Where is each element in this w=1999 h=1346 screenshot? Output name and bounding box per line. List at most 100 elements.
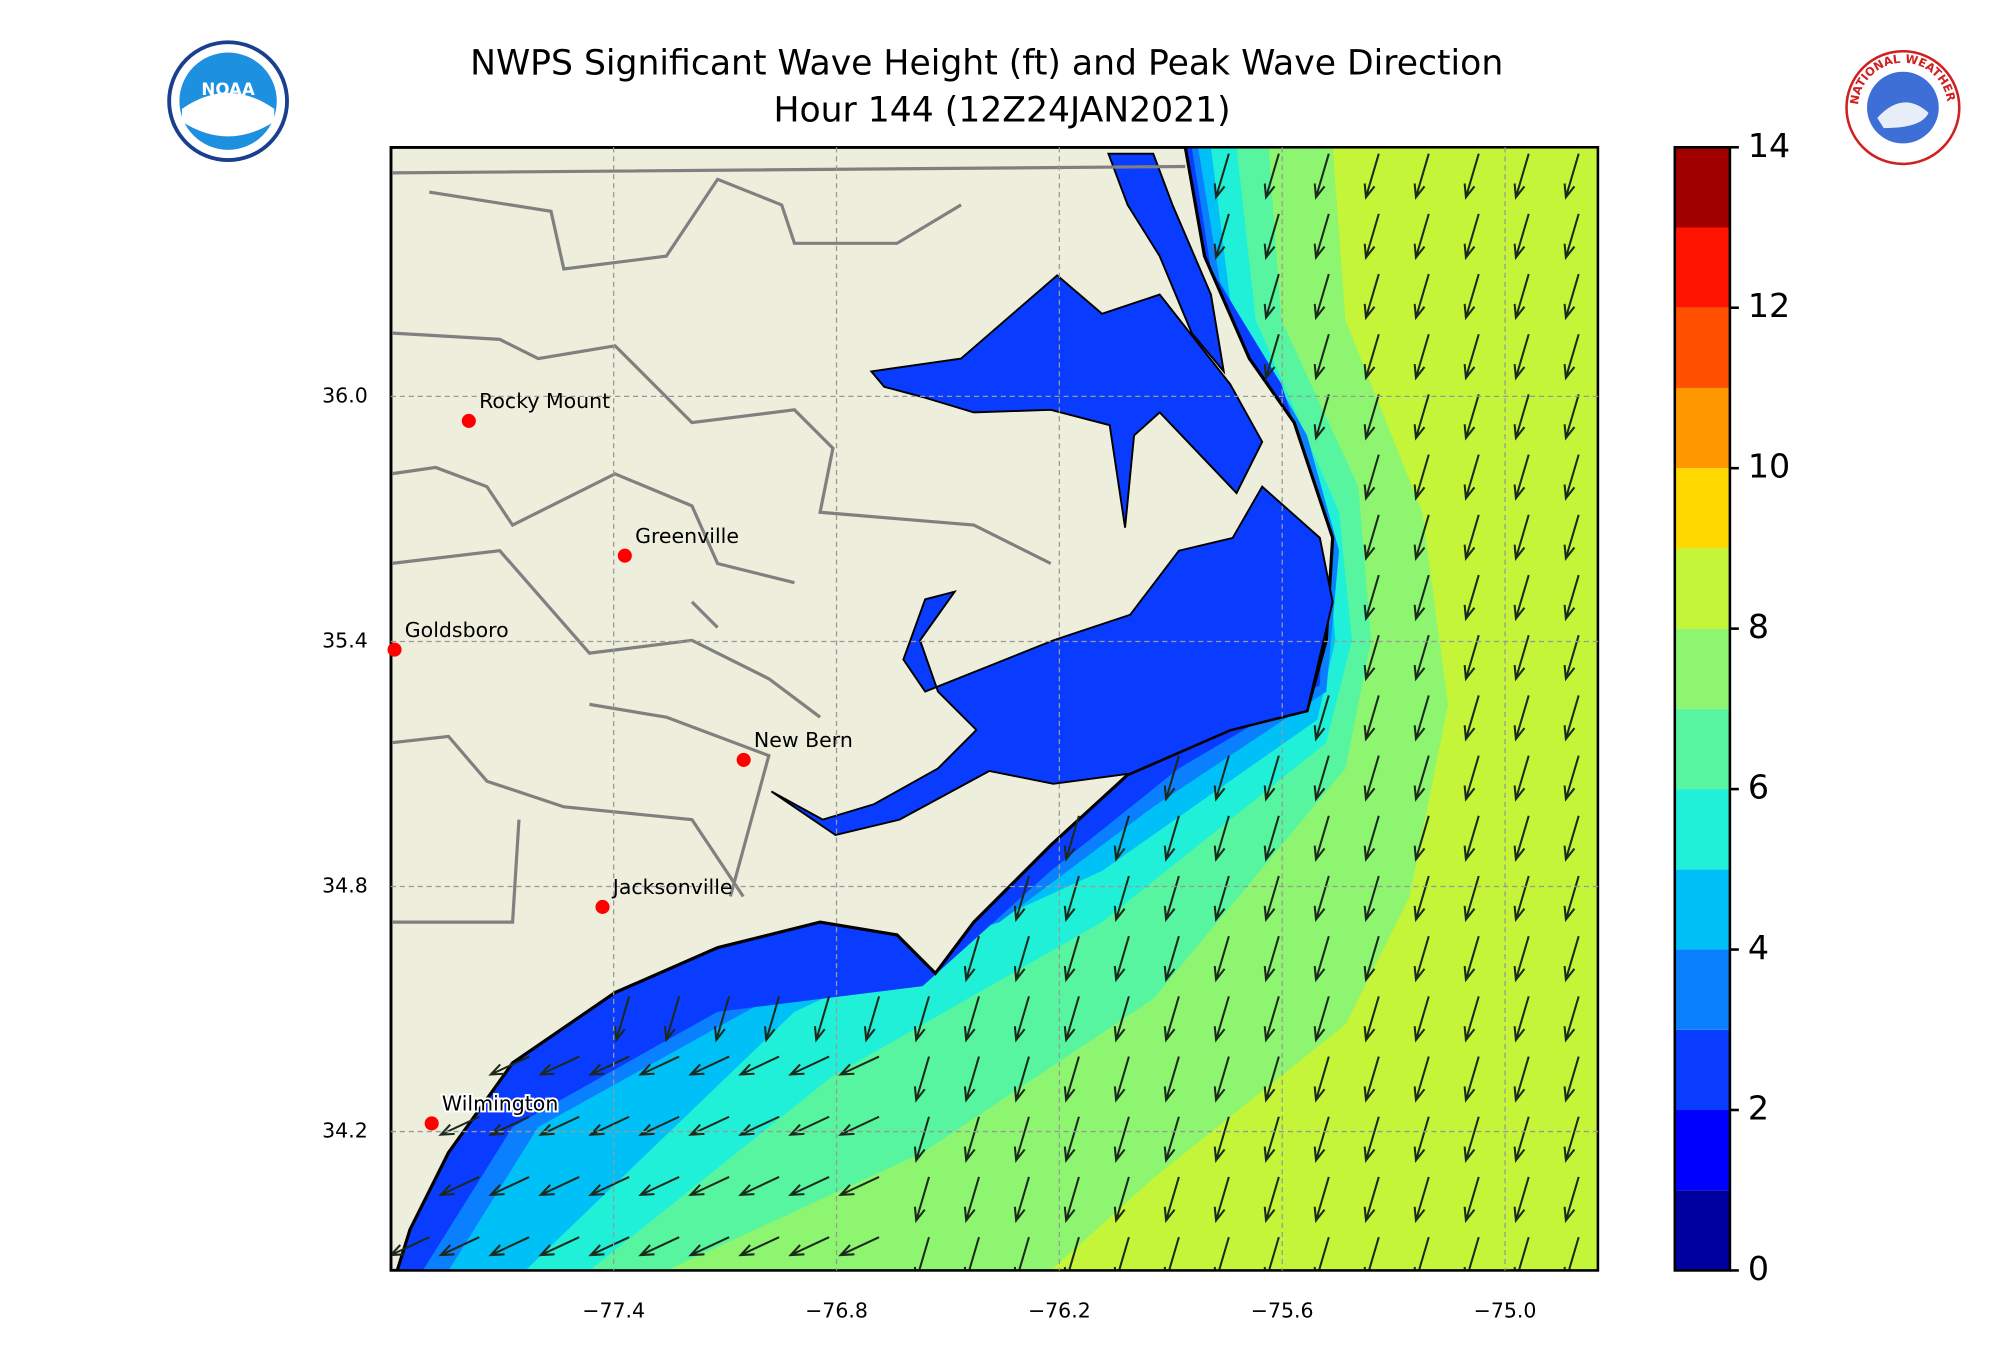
direction-arrow <box>1513 815 1530 862</box>
direction-arrow <box>1563 875 1580 923</box>
direction-arrow <box>1463 273 1480 321</box>
direction-arrow <box>963 1236 980 1271</box>
direction-arrow <box>1463 574 1480 622</box>
direction-arrow <box>1413 333 1430 381</box>
direction-arrow <box>1013 1056 1030 1103</box>
colorbar-swatch <box>1674 387 1730 469</box>
sound <box>770 485 1334 837</box>
direction-arrow <box>1513 875 1530 923</box>
direction-arrow <box>1063 1116 1080 1163</box>
direction-arrow <box>1213 1176 1230 1224</box>
direction-arrow <box>1213 755 1230 802</box>
direction-arrow <box>1513 454 1530 501</box>
colorbar-swatch <box>1674 307 1730 388</box>
direction-arrow <box>688 1236 730 1257</box>
direction-arrow <box>1313 875 1330 923</box>
direction-arrow <box>1363 514 1380 562</box>
direction-arrow <box>1413 273 1430 321</box>
direction-arrow <box>963 996 980 1043</box>
direction-arrow <box>1463 755 1480 802</box>
direction-arrow <box>963 935 980 983</box>
city-label: Greenville <box>635 524 739 548</box>
city-marker <box>387 642 402 657</box>
direction-arrow <box>1463 1116 1480 1163</box>
direction-arrow <box>1263 153 1280 200</box>
x-tick-label: −75.0 <box>1474 1298 1537 1322</box>
direction-arrow <box>813 996 831 1043</box>
direction-arrow <box>1363 273 1380 321</box>
direction-arrow <box>1213 875 1230 923</box>
direction-arrow <box>588 1236 630 1257</box>
y-tick-label: 34.8 <box>322 874 368 898</box>
direction-arrow <box>1563 1176 1580 1224</box>
direction-arrow <box>1163 1116 1180 1163</box>
direction-arrow <box>538 1236 580 1257</box>
direction-arrow <box>738 1176 780 1197</box>
direction-arrow <box>1463 875 1480 923</box>
direction-arrow <box>1463 1056 1480 1103</box>
colorbar-frame <box>1673 145 1732 1272</box>
direction-arrow <box>1363 1116 1380 1163</box>
direction-arrow <box>1463 935 1480 983</box>
direction-arrow <box>1513 695 1530 742</box>
direction-arrow <box>1063 815 1080 862</box>
direction-arrow <box>1563 394 1580 441</box>
direction-arrow <box>1113 935 1130 983</box>
direction-arrow <box>1563 1236 1580 1271</box>
direction-arrow <box>438 1236 480 1257</box>
direction-arrow <box>1463 1176 1480 1224</box>
direction-arrow <box>1213 213 1230 261</box>
direction-arrow <box>1563 1056 1580 1103</box>
direction-arrow <box>1463 514 1480 562</box>
direction-arrow <box>638 1236 680 1257</box>
direction-arrow <box>1563 333 1580 381</box>
x-tick-label: −75.6 <box>1251 1298 1314 1322</box>
y-tick-label: 36.0 <box>322 383 368 407</box>
direction-arrow <box>1363 755 1380 802</box>
direction-arrow <box>1363 1176 1380 1224</box>
direction-arrow <box>664 996 681 1043</box>
direction-arrow <box>963 1176 980 1224</box>
direction-arrow <box>638 1176 680 1197</box>
direction-arrow <box>788 1176 830 1197</box>
direction-arrow <box>1463 153 1480 200</box>
colorbar-swatch <box>1674 1029 1730 1110</box>
direction-arrow <box>1513 996 1530 1043</box>
direction-arrow <box>1313 153 1330 200</box>
direction-arrow <box>1313 935 1330 983</box>
city-label: New Bern <box>754 728 853 752</box>
direction-arrow <box>638 1055 680 1076</box>
colorbar-tick-label: 8 <box>1748 607 1769 646</box>
direction-arrow <box>1513 1056 1530 1103</box>
direction-arrow <box>1363 634 1380 682</box>
direction-arrow <box>1263 996 1280 1043</box>
direction-arrow <box>1413 695 1430 742</box>
direction-arrow <box>1313 333 1330 381</box>
colorbar-swatch <box>1674 548 1730 629</box>
direction-arrow <box>488 1236 530 1257</box>
direction-arrow <box>1013 1236 1030 1271</box>
direction-arrow <box>1363 454 1380 501</box>
direction-arrow <box>1363 996 1380 1043</box>
direction-arrow <box>1213 996 1230 1043</box>
direction-arrow <box>1313 394 1330 441</box>
direction-arrow <box>1363 875 1380 923</box>
direction-arrow <box>1563 695 1580 742</box>
direction-arrow <box>1313 1116 1330 1163</box>
direction-arrow <box>1313 755 1330 802</box>
direction-arrow <box>1463 695 1480 742</box>
direction-arrow <box>838 1055 880 1076</box>
city-marker <box>617 548 632 563</box>
direction-arrow <box>1113 1116 1130 1163</box>
city-marker <box>595 899 610 914</box>
colorbar-swatch <box>1674 869 1730 950</box>
city-label: Wilmington <box>442 1092 558 1116</box>
colorbar-swatch <box>1674 468 1730 549</box>
direction-arrow <box>1513 514 1530 562</box>
direction-arrow <box>1463 634 1480 682</box>
chart-title: NWPS Significant Wave Height (ft) and Pe… <box>470 43 1503 83</box>
direction-arrow <box>488 1055 530 1076</box>
city-marker <box>736 752 751 767</box>
direction-arrow <box>1363 1056 1380 1103</box>
direction-arrow <box>1113 1236 1130 1271</box>
